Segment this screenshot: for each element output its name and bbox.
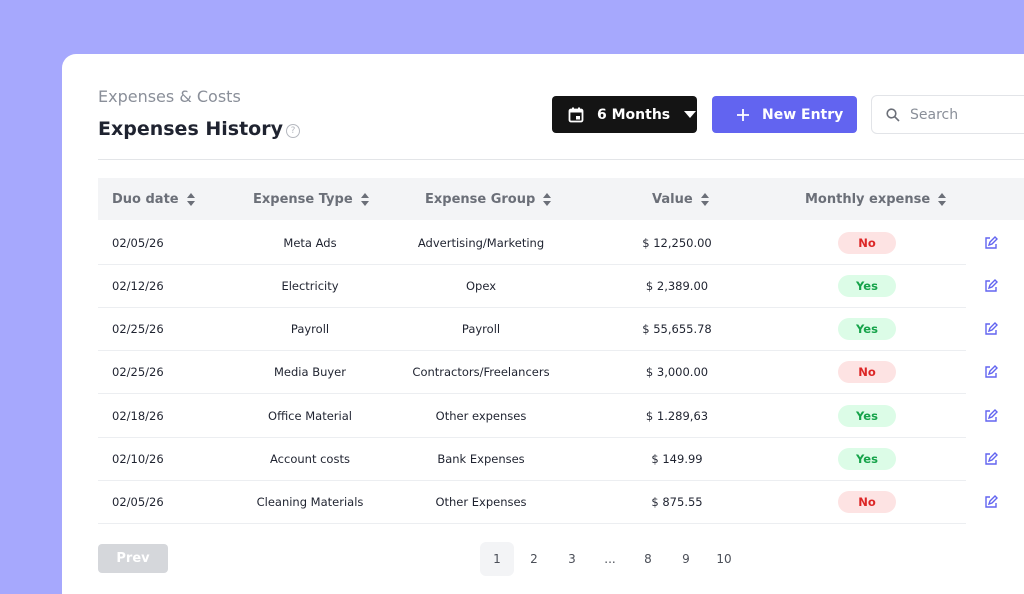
edit-button[interactable] bbox=[984, 221, 998, 264]
table-cell: Cleaning Materials bbox=[256, 495, 364, 510]
edit-button[interactable] bbox=[984, 351, 998, 394]
row-divider bbox=[98, 263, 966, 265]
table-cell: $ 55,655.78 bbox=[642, 322, 712, 337]
column-header[interactable]: Expense Group bbox=[425, 178, 552, 220]
new-entry-button[interactable]: New Entry bbox=[712, 96, 857, 133]
table-cell: Payroll bbox=[290, 322, 330, 337]
table-cell: 02/05/26 bbox=[112, 235, 164, 250]
column-header[interactable]: Monthly expense bbox=[805, 178, 947, 220]
page: Expenses & Costs Expenses History ? 6 Mo… bbox=[62, 54, 1024, 594]
divider bbox=[98, 159, 1024, 160]
edit-icon bbox=[985, 365, 998, 379]
table-cell: Media Buyer bbox=[274, 365, 346, 380]
column-header-label: Monthly expense bbox=[805, 191, 931, 207]
edit-icon bbox=[985, 408, 998, 422]
status-cell: No bbox=[767, 221, 967, 264]
table-cell: Account costs bbox=[270, 452, 350, 466]
status-pill: No bbox=[838, 491, 896, 514]
table-cell: Bank Expenses bbox=[437, 452, 525, 466]
help-icon[interactable]: ? bbox=[286, 124, 300, 138]
row-divider bbox=[98, 393, 966, 395]
sort-icon bbox=[543, 192, 552, 206]
edit-icon bbox=[985, 452, 998, 465]
table-cell: 02/18/26 bbox=[112, 408, 164, 423]
status-pill: No bbox=[838, 231, 896, 254]
status-cell: Yes bbox=[767, 308, 967, 351]
table-cell: Opex bbox=[465, 278, 497, 293]
page-number[interactable]: ... bbox=[604, 552, 616, 566]
page-number[interactable]: 8 bbox=[644, 552, 652, 566]
subtitle: Expenses & Costs bbox=[98, 87, 241, 106]
column-header-label: Duo date bbox=[112, 191, 179, 207]
table-cell: 02/05/26 bbox=[112, 495, 164, 510]
status-pill: No bbox=[838, 361, 896, 384]
sort-icon bbox=[186, 192, 195, 206]
page-number[interactable]: 10 bbox=[716, 552, 732, 566]
row-divider bbox=[98, 350, 966, 352]
row-divider bbox=[98, 480, 966, 481]
edit-icon bbox=[985, 235, 998, 249]
table-cell: Other Expenses bbox=[435, 495, 527, 510]
table-header: Duo date Expense Type Expense Group Value Mo… bbox=[98, 178, 1024, 220]
table-cell: 02/10/26 bbox=[112, 452, 164, 466]
table-cell: $ 2,389.00 bbox=[645, 278, 709, 293]
page-number[interactable]: 9 bbox=[682, 552, 690, 566]
period-label: 6 Months bbox=[597, 106, 671, 123]
edit-button[interactable] bbox=[984, 308, 998, 351]
sort-icon bbox=[360, 192, 369, 206]
table-cell: Electricity bbox=[281, 278, 339, 293]
column-header[interactable]: Expense Type bbox=[253, 178, 369, 220]
status-pill: Yes bbox=[838, 404, 896, 427]
table-cell: 02/25/26 bbox=[112, 365, 164, 380]
column-header[interactable]: Duo date bbox=[112, 178, 195, 220]
edit-button[interactable] bbox=[984, 264, 998, 307]
title: Expenses History bbox=[98, 118, 283, 140]
column-header-label: Expense Group bbox=[425, 191, 536, 207]
table-cell: 02/25/26 bbox=[112, 322, 164, 337]
table-cell: $ 875.55 bbox=[651, 495, 703, 510]
card: Expenses & Costs Expenses History ? 6 Mo… bbox=[62, 54, 1024, 594]
period-button[interactable]: 6 Months bbox=[552, 96, 697, 133]
table-cell: Office Material bbox=[268, 408, 352, 423]
table-cell: Advertising/Marketing bbox=[417, 235, 545, 250]
status-cell: No bbox=[767, 481, 967, 524]
page-number[interactable]: 3 bbox=[568, 552, 576, 566]
status-cell: Yes bbox=[767, 394, 967, 437]
table-cell: Other expenses bbox=[435, 408, 527, 423]
page-number[interactable]: 2 bbox=[530, 552, 538, 566]
search-placeholder: Search bbox=[910, 106, 959, 123]
column-header-label: Value bbox=[652, 191, 693, 207]
search-input[interactable]: Search bbox=[871, 95, 1024, 134]
column-header[interactable]: Value bbox=[652, 178, 709, 220]
row-divider bbox=[98, 523, 966, 525]
edit-icon bbox=[985, 278, 998, 292]
edit-button[interactable] bbox=[984, 394, 998, 437]
status-cell: No bbox=[767, 351, 967, 394]
table-cell: Meta Ads bbox=[283, 235, 337, 250]
new-entry-label: New Entry bbox=[762, 106, 844, 123]
row-divider bbox=[98, 436, 966, 438]
status-pill: Yes bbox=[838, 448, 896, 470]
column-header-label: Expense Type bbox=[253, 191, 353, 207]
table-cell: 02/12/26 bbox=[112, 278, 164, 293]
status-cell: Yes bbox=[767, 264, 967, 307]
table-cell: Contractors/Freelancers bbox=[412, 365, 550, 380]
edit-icon bbox=[985, 322, 998, 335]
page-number[interactable]: 1 bbox=[480, 542, 514, 576]
row-divider bbox=[98, 306, 966, 308]
sort-icon bbox=[938, 192, 947, 206]
sort-icon bbox=[700, 192, 709, 206]
status-pill: Yes bbox=[838, 274, 896, 297]
status-cell: Yes bbox=[767, 438, 967, 481]
status-pill: Yes bbox=[838, 318, 896, 341]
table-cell: $ 1.289,63 bbox=[645, 408, 709, 423]
edit-button[interactable] bbox=[984, 438, 998, 481]
edit-icon bbox=[985, 495, 998, 508]
table-cell: $ 3,000.00 bbox=[645, 365, 709, 380]
edit-button[interactable] bbox=[984, 481, 998, 524]
table-cell: Payroll bbox=[461, 322, 501, 337]
prev-button[interactable]: Prev bbox=[98, 544, 168, 573]
table-cell: $ 12,250.00 bbox=[642, 235, 712, 250]
table-cell: $ 149.99 bbox=[651, 452, 703, 466]
